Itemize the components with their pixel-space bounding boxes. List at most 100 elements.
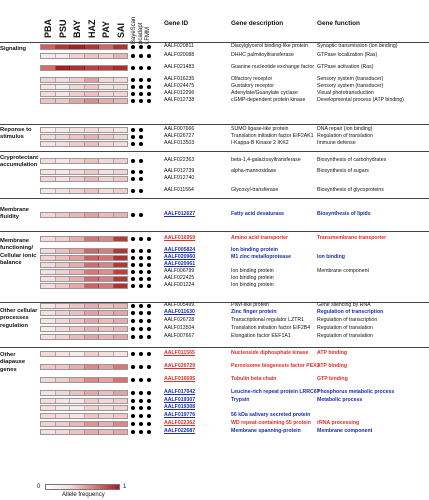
method-dot: [139, 378, 143, 382]
heatmap-cell: [113, 414, 127, 418]
heatmap-cell: [70, 256, 85, 260]
method-dots: [131, 310, 161, 316]
heatmap-cell: [70, 319, 85, 323]
legend-title: Allele frequency: [62, 492, 105, 498]
heatmap-cell: [84, 66, 99, 70]
heatmap-cell: [55, 391, 70, 395]
heatmap-cell: [70, 99, 85, 103]
category-label-other-diapause: Other diapause genes: [0, 352, 26, 373]
heatmap-cell: [41, 327, 56, 331]
heatmap-cell: [70, 406, 85, 410]
heatmap-cell: [99, 270, 114, 274]
method-dot: [131, 159, 135, 163]
method-dots: [131, 405, 161, 411]
heatmap-cell: [113, 304, 127, 308]
heatmap-cell: [41, 391, 56, 395]
gene-description: Ion binding protein: [231, 247, 278, 253]
heatmap-cell: [113, 128, 127, 132]
heatmap-cell: [41, 270, 56, 274]
method-dot: [147, 78, 151, 82]
category-separator: [0, 198, 429, 199]
method-dots: [131, 158, 161, 164]
heatmap-cell: [99, 249, 114, 253]
heatmap-cell: [55, 189, 70, 193]
heatmap-cell: [84, 78, 99, 82]
gene-id: AALF019307: [164, 397, 196, 403]
method-dots: [131, 169, 161, 175]
heatmap-cell: [99, 365, 114, 369]
heatmap-cell: [41, 352, 56, 356]
gene-description: Translation initiation factor EIF2B4: [231, 325, 311, 331]
gene-function: Sensory system (transducer): [317, 83, 384, 89]
gene-id: AALF001224: [164, 282, 195, 288]
method-dot: [147, 213, 151, 217]
method-dot: [131, 277, 135, 281]
gene-description: Ion binding protein: [231, 268, 274, 274]
method-dot: [147, 284, 151, 288]
method-dot: [139, 213, 143, 217]
method-dot: [139, 406, 143, 410]
method-dot: [131, 311, 135, 315]
heatmap-cell: [113, 311, 127, 315]
heatmap-cell: [113, 378, 127, 382]
gene-function: Synaptic transmission (ion binding): [317, 43, 398, 49]
heatmap-cell: [99, 430, 114, 434]
method-dots: [131, 84, 161, 90]
method-dot: [147, 406, 151, 410]
heatmap-cell: [99, 256, 114, 260]
heatmap-cell: [99, 391, 114, 395]
gene-function: Phosphorus metabolic process: [317, 389, 395, 395]
method-dot: [139, 422, 143, 426]
heatmap-cell: [113, 284, 127, 288]
heatmap-cell: [41, 311, 56, 315]
gene-description: Elongation factor EEF1A1: [231, 333, 291, 339]
gene-function: ATP binding: [317, 363, 348, 369]
heatmap-cell: [84, 378, 99, 382]
method-dot: [147, 335, 151, 339]
method-dot: [139, 159, 143, 163]
heatmap-cell: [113, 170, 127, 174]
heatmap-row: [40, 276, 128, 282]
gene-description: Amino acid transporter: [231, 235, 289, 241]
heatmap-row: [40, 158, 128, 164]
heatmap-cell: [84, 135, 99, 139]
heatmap-cell: [70, 365, 85, 369]
method-dot: [139, 78, 143, 82]
gene-function: Regulation of translation: [317, 133, 373, 139]
method-dot: [147, 319, 151, 323]
heatmap-cell: [99, 263, 114, 267]
heatmap-cell: [41, 277, 56, 281]
heatmap-cell: [113, 99, 127, 103]
heatmap-cell: [55, 365, 70, 369]
method-dot: [139, 45, 143, 49]
method-dots: [131, 413, 161, 419]
method-dot: [147, 159, 151, 163]
method-dot: [131, 430, 135, 434]
method-dot: [131, 85, 135, 89]
heatmap-row: [40, 91, 128, 97]
heatmap-cell: [55, 406, 70, 410]
heatmap-row: [40, 44, 128, 50]
heatmap-cell: [113, 249, 127, 253]
method-dot: [131, 270, 135, 274]
heatmap-cell: [41, 213, 56, 217]
gene-function: Biosynthesis of lipids: [317, 211, 371, 217]
heatmap-cell: [99, 142, 114, 146]
method-dot: [139, 391, 143, 395]
method-dot: [131, 284, 135, 288]
gene-id: AALF011565: [164, 350, 195, 356]
heatmap-cell: [70, 311, 85, 315]
method-dot: [147, 237, 151, 241]
gene-id: AALF012296: [164, 90, 195, 96]
method-dot: [147, 422, 151, 426]
gene-description: Fatty acid desaturase: [231, 211, 285, 217]
gene-description: Peroxisome biogenesis factor PEX1: [231, 363, 320, 369]
gene-description: Tubulin beta chain: [231, 376, 277, 382]
method-dots: [131, 377, 161, 383]
method-dots: [131, 91, 161, 97]
gene-id: AALF026729: [164, 363, 196, 369]
heatmap-cell: [99, 237, 114, 241]
method-dot: [139, 270, 143, 274]
heatmap-cell: [55, 277, 70, 281]
heatmap-cell: [70, 78, 85, 82]
